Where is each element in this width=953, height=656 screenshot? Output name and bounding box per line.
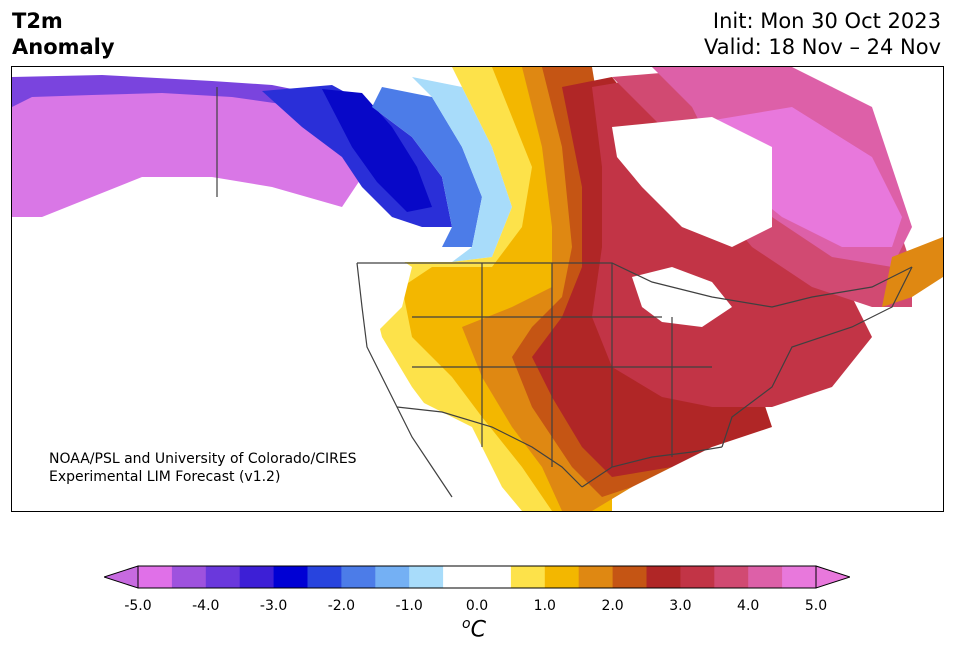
unit-degree: o <box>462 616 471 632</box>
colorbar-tick-label: 5.0 <box>804 598 828 614</box>
credit-text: NOAA/PSL and University of Colorado/CIRE… <box>49 450 357 486</box>
zero-zone-hudson <box>612 117 772 247</box>
gulf-coastline <box>581 446 723 488</box>
country-borders <box>216 87 913 498</box>
credit-line1: NOAA/PSL and University of Colorado/CIRE… <box>49 451 357 467</box>
alaska-anomaly-pink <box>12 81 362 217</box>
colorbar-tick-label: 2.0 <box>601 598 624 614</box>
colorbar-swatch <box>443 566 478 588</box>
colorbar-swatch <box>138 566 173 588</box>
us-mexico-border <box>396 406 583 488</box>
colorbar-swatch <box>409 566 444 588</box>
colorbar-swatch <box>578 566 614 588</box>
colorbar-swatch <box>714 566 749 588</box>
east-coastline <box>721 266 913 448</box>
colorbar-swatch <box>375 566 410 588</box>
zero-zone-south-mexico <box>392 397 522 511</box>
colorbar-unit: oC <box>462 616 486 642</box>
unit-letter: C <box>470 617 486 643</box>
colorbar-outline <box>137 565 817 589</box>
map-canvas <box>12 67 943 511</box>
colorbar-tick-label: 4.0 <box>737 598 760 614</box>
alaska-anomaly-violet <box>12 75 342 122</box>
colorbar-tick-label: 1.0 <box>533 598 556 614</box>
map-title: T2m Anomaly <box>12 8 115 60</box>
colorbar-swatch <box>239 566 275 588</box>
colorbar-swatch <box>646 566 681 588</box>
colorbar-tick-label: 3.0 <box>669 598 692 614</box>
init-date: Init: Mon 30 Oct 2023 <box>712 9 941 33</box>
forecast-dates: Init: Mon 30 Oct 2023 Valid: 18 Nov – 24… <box>704 8 941 60</box>
canada-west-blue-light <box>412 77 512 262</box>
title-subtitle: Anomaly <box>12 35 115 59</box>
colorbar-extend-low <box>104 565 139 589</box>
east-coast-orange <box>882 237 943 307</box>
canada-us-border <box>357 262 913 308</box>
anomaly-map <box>11 66 944 512</box>
colorbar-swatch <box>782 566 817 588</box>
colorbar-swatch <box>273 566 308 588</box>
colorbar-swatch <box>748 566 783 588</box>
canada-west-blue-mid <box>372 87 482 247</box>
colorbar-tick-label: 0.0 <box>465 598 489 614</box>
colorbar <box>104 565 850 589</box>
colorbar-swatch <box>544 566 580 588</box>
colorbar-tick-label: -3.0 <box>259 598 288 614</box>
zero-zone-greatlakes <box>632 267 732 327</box>
colorbar-swatch <box>171 566 207 588</box>
canada-west-blue-dark <box>322 89 432 212</box>
colorbar-tick-label: -2.0 <box>327 598 356 614</box>
credit-line2: Experimental LIM Forecast (v1.2) <box>49 469 281 485</box>
state-lines-1 <box>412 263 712 467</box>
colorbar-tick-label: -1.0 <box>395 598 423 614</box>
colorbar-extend-high <box>815 565 850 589</box>
colorbar-tick-label: -4.0 <box>192 598 220 614</box>
colorbar-swatch <box>612 566 647 588</box>
colorbar-swatch <box>680 566 715 588</box>
colorbar-swatch <box>477 566 512 588</box>
valid-dates: Valid: 18 Nov – 24 Nov <box>704 35 941 59</box>
title-variable: T2m <box>12 9 63 33</box>
colorbar-tick-label: -5.0 <box>124 598 152 614</box>
zero-zone-west <box>312 247 412 387</box>
colorbar-swatch <box>307 566 342 588</box>
colorbar-swatch <box>510 566 546 588</box>
west-coastline <box>356 262 453 498</box>
colorbar-swatch <box>341 566 376 588</box>
colorbar-swatch <box>205 566 241 588</box>
